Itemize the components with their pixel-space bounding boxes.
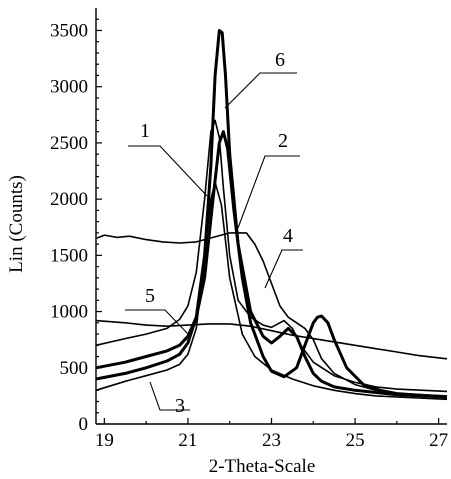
y-tick-label: 500 — [60, 358, 89, 379]
axes — [95, 8, 447, 425]
series-group — [95, 29, 448, 401]
callout-leader-5 — [125, 309, 189, 335]
callout-label-3: 3 — [175, 395, 185, 417]
y-tick-label: 2000 — [50, 189, 88, 210]
series-line-5 — [95, 319, 448, 360]
callout-leader-4 — [264, 249, 303, 289]
series-line-1 — [95, 119, 448, 393]
y-tick-label: 1500 — [50, 245, 88, 266]
x-tick-label: 25 — [346, 430, 365, 451]
x-axis-label: 2-Theta-Scale — [209, 456, 316, 477]
series-line-2 — [95, 130, 448, 399]
callout-label-1: 1 — [140, 120, 150, 142]
callout-label-6: 6 — [275, 49, 285, 71]
x-ticks: 19 21 23 25 27 — [95, 418, 448, 451]
series-line-4 — [95, 232, 448, 397]
callout-label-4: 4 — [283, 225, 293, 247]
callout-label-2: 2 — [278, 130, 288, 152]
y-tick-label: 3500 — [50, 20, 88, 41]
callout-leader-6 — [224, 72, 297, 109]
y-tick-label: 2500 — [50, 133, 88, 154]
x-tick-label: 23 — [262, 430, 281, 451]
y-ticks: 0 500 1000 1500 2000 2500 3000 3500 — [50, 18, 102, 435]
y-tick-label: 0 — [79, 414, 89, 435]
y-tick-label: 1000 — [50, 302, 88, 323]
callout-labels: 1 2 3 4 5 6 — [140, 49, 293, 417]
y-axis-label: Lin (Counts) — [6, 175, 27, 273]
series-line-6 — [95, 29, 448, 399]
callout-leader-2 — [237, 155, 300, 229]
x-tick-label: 27 — [429, 430, 448, 451]
series-line-3 — [95, 181, 448, 401]
x-tick-label: 19 — [95, 430, 114, 451]
callout-label-5: 5 — [145, 285, 155, 307]
x-tick-label: 21 — [178, 430, 197, 451]
y-tick-label: 3000 — [50, 77, 88, 98]
callout-leaders — [125, 72, 303, 411]
callout-leader-3 — [149, 381, 190, 411]
callout-leader-1 — [128, 145, 208, 197]
